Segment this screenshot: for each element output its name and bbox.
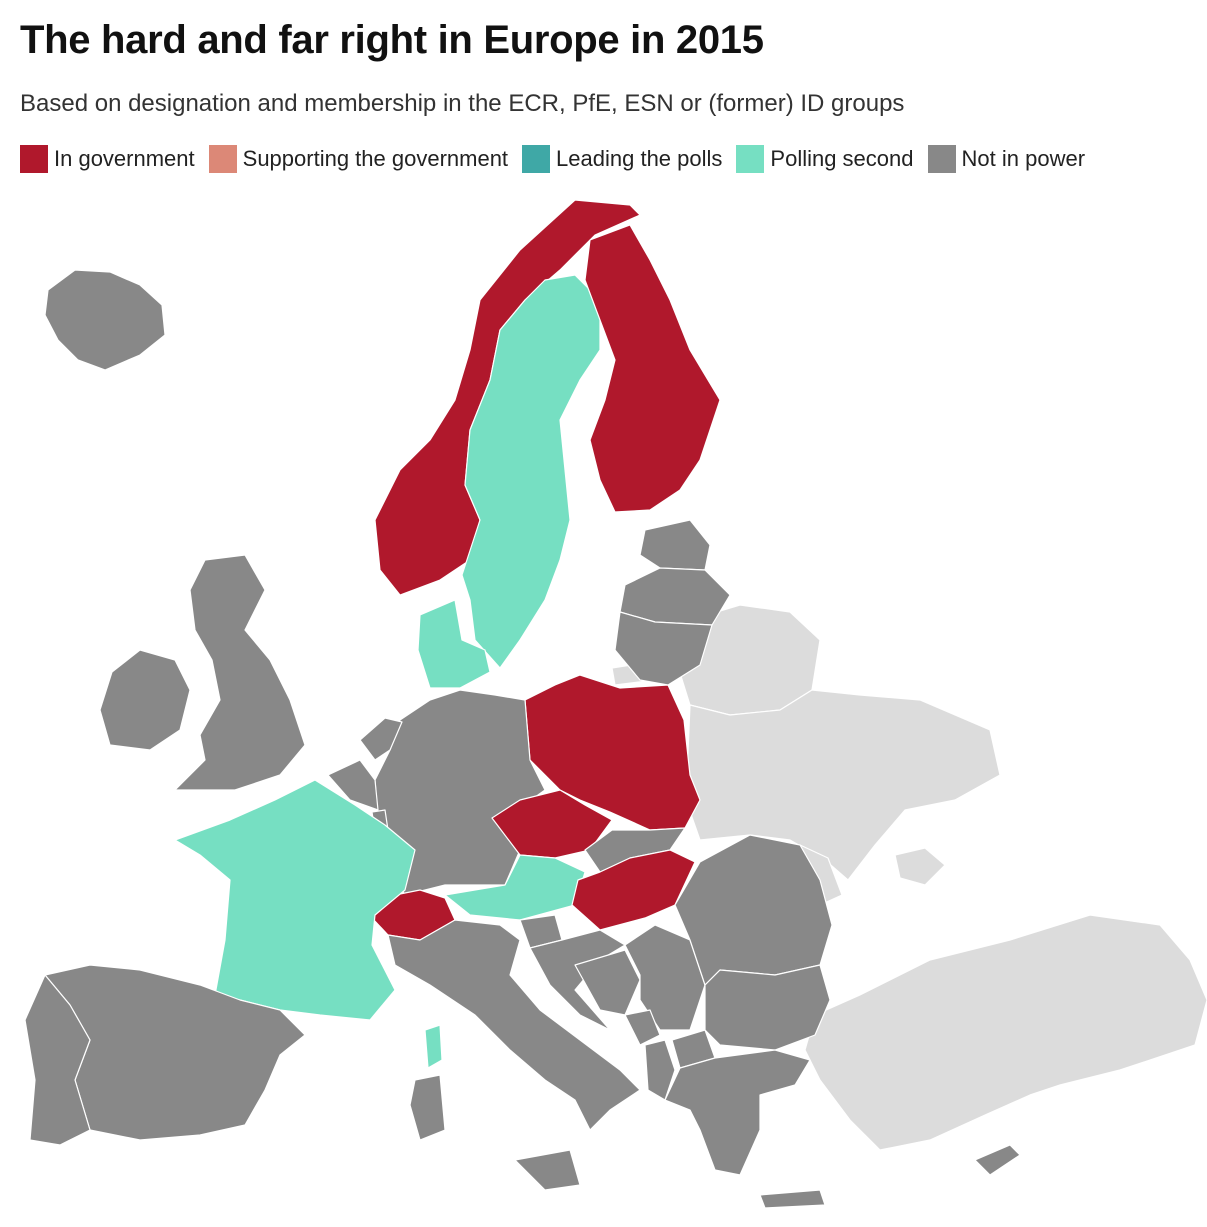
country-bosnia[interactable] bbox=[574, 949, 641, 1016]
country-sweden[interactable] bbox=[461, 274, 601, 669]
country-estonia[interactable] bbox=[639, 519, 711, 571]
europe-map bbox=[24, 199, 1207, 1209]
legend-item-not-in-power: Not in power bbox=[927, 145, 1086, 173]
country-corsica[interactable] bbox=[424, 1024, 443, 1069]
country-lithuania[interactable] bbox=[614, 611, 713, 686]
legend-label: Leading the polls bbox=[556, 146, 723, 171]
country-belgium[interactable] bbox=[327, 759, 379, 811]
legend-label: Not in power bbox=[961, 146, 1086, 171]
country-portugal[interactable] bbox=[24, 974, 91, 1146]
country-finland[interactable] bbox=[584, 224, 721, 513]
map-title: The hard and far right in Europe in 2015 bbox=[20, 18, 764, 62]
country-denmark[interactable] bbox=[417, 599, 491, 689]
country-italy[interactable] bbox=[387, 919, 641, 1131]
country-albania[interactable] bbox=[644, 1039, 676, 1101]
legend-item-polling-second: Polling second bbox=[736, 145, 914, 173]
country-crete[interactable] bbox=[759, 1189, 826, 1209]
legend-item-in-government: In government bbox=[20, 145, 195, 173]
country-serbia[interactable] bbox=[624, 924, 706, 1031]
country-cyprus[interactable] bbox=[974, 1144, 1021, 1176]
country-romania[interactable] bbox=[674, 834, 833, 986]
legend-swatch bbox=[522, 145, 551, 173]
legend: In government Supporting the government … bbox=[20, 145, 1085, 173]
legend-label: In government bbox=[54, 146, 195, 171]
country-greece[interactable] bbox=[664, 1049, 811, 1176]
country-crimea[interactable] bbox=[894, 847, 946, 886]
country-turkey[interactable] bbox=[804, 914, 1207, 1151]
country-netherlands[interactable] bbox=[359, 717, 403, 761]
legend-item-supporting: Supporting the government bbox=[208, 145, 509, 173]
country-sardinia[interactable] bbox=[409, 1074, 446, 1141]
legend-swatch bbox=[20, 145, 48, 173]
country-united-kingdom[interactable] bbox=[174, 554, 306, 791]
country-ukraine[interactable] bbox=[685, 689, 1001, 881]
country-france[interactable] bbox=[174, 779, 416, 1021]
country-hungary[interactable] bbox=[571, 849, 696, 931]
country-austria[interactable] bbox=[444, 854, 586, 921]
legend-swatch bbox=[736, 145, 765, 173]
legend-swatch bbox=[927, 145, 956, 173]
country-iceland[interactable] bbox=[44, 269, 166, 371]
country-sicily[interactable] bbox=[514, 1149, 581, 1191]
legend-item-leading: Leading the polls bbox=[522, 145, 722, 173]
legend-swatch bbox=[208, 145, 237, 173]
country-montenegro[interactable] bbox=[624, 1009, 661, 1046]
map-subtitle: Based on designation and membership in t… bbox=[20, 90, 905, 117]
country-ireland[interactable] bbox=[99, 649, 191, 751]
legend-label: Supporting the government bbox=[242, 146, 509, 171]
legend-label: Polling second bbox=[770, 146, 914, 171]
country-bulgaria[interactable] bbox=[704, 964, 831, 1051]
